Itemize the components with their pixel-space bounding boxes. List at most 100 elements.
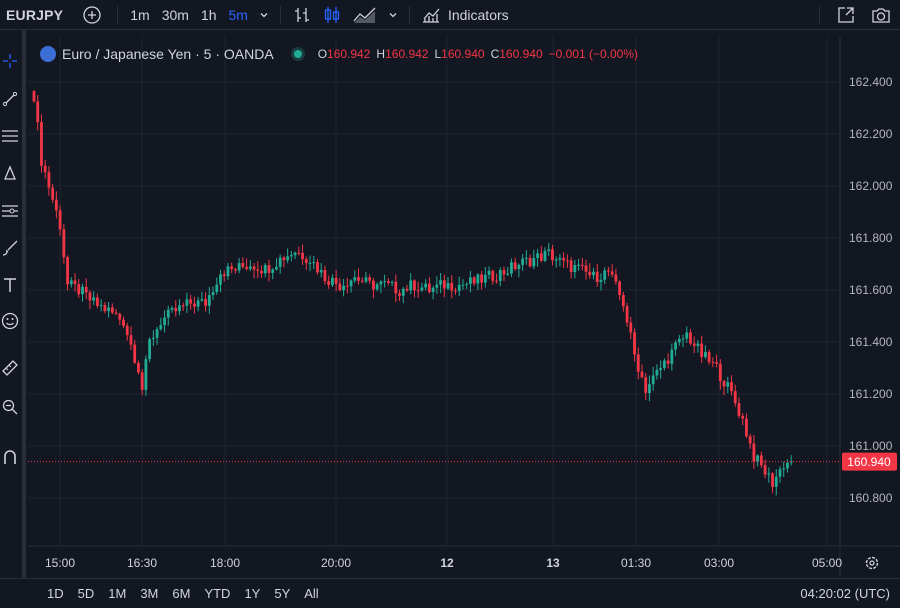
ruler-icon[interactable] — [0, 357, 20, 379]
camera-icon[interactable] — [866, 5, 900, 25]
candle-body — [752, 443, 756, 462]
candle-body — [483, 274, 487, 283]
range-1m[interactable]: 1M — [108, 586, 127, 601]
candle-body — [700, 343, 704, 358]
candle-body — [457, 284, 461, 291]
candle-body — [651, 375, 655, 385]
open-value: 160.942 — [327, 47, 371, 61]
ohlc-values: O160.942 H160.942 L160.940 C160.940 −0.0… — [318, 47, 638, 61]
candle — [640, 364, 644, 379]
candle-body — [633, 332, 636, 355]
candle-body — [137, 362, 140, 373]
candle-body — [379, 281, 383, 285]
candle — [107, 302, 110, 318]
candle-body — [219, 274, 222, 285]
x-tick-label: 12 — [440, 556, 454, 570]
candle — [666, 353, 670, 369]
candle-body — [648, 384, 651, 393]
crosshair-icon[interactable] — [0, 50, 20, 72]
candle-body — [88, 292, 92, 301]
emoji-icon[interactable] — [0, 310, 20, 332]
candle — [96, 293, 99, 309]
candle — [416, 281, 420, 298]
candle — [700, 335, 704, 363]
y-tick-label: 161.800 — [849, 231, 893, 245]
range-5d[interactable]: 5D — [77, 586, 95, 601]
interval-dropdown-icon[interactable] — [254, 10, 274, 20]
candle-body — [487, 270, 491, 275]
brush-icon[interactable] — [0, 237, 20, 259]
candle — [81, 283, 84, 302]
range-6m[interactable]: 6M — [172, 586, 191, 601]
candle-body — [689, 332, 692, 344]
candle-body — [200, 299, 204, 301]
candle-body — [163, 317, 166, 326]
market-status-icon — [293, 50, 302, 58]
candle — [543, 247, 547, 263]
chart-style-dropdown-icon[interactable] — [383, 10, 403, 20]
candle-body — [603, 270, 607, 280]
trend-line-icon[interactable] — [0, 88, 20, 110]
candle — [547, 242, 551, 256]
candle — [379, 279, 383, 294]
bars-style-icon[interactable] — [287, 5, 317, 25]
fib-retracement-icon[interactable] — [0, 125, 20, 147]
candle-body — [763, 465, 767, 475]
indicators-button[interactable]: Indicators — [447, 6, 509, 23]
candle-body — [782, 468, 786, 470]
candle-body — [439, 280, 442, 285]
zoom-icon[interactable] — [0, 396, 20, 418]
range-3m[interactable]: 3M — [140, 586, 159, 601]
candle-body — [256, 269, 260, 271]
candle — [286, 248, 290, 264]
chart-settings-icon[interactable] — [865, 556, 879, 570]
candle — [457, 276, 461, 297]
interval-1h[interactable]: 1h — [200, 6, 217, 23]
interval-30m[interactable]: 30m — [161, 6, 189, 23]
candle — [398, 289, 401, 302]
text-tool-icon[interactable] — [0, 274, 20, 296]
indicators-icon[interactable] — [416, 5, 446, 25]
range-1d[interactable]: 1D — [47, 586, 64, 601]
symbol-search[interactable]: EURJPY — [6, 6, 64, 23]
candle-body — [704, 352, 707, 358]
candle — [252, 263, 256, 279]
candle — [599, 273, 603, 291]
area-style-icon[interactable] — [347, 5, 383, 25]
fullscreen-icon[interactable] — [826, 5, 866, 25]
candle-body — [614, 274, 618, 282]
candle — [345, 277, 349, 294]
interval-1m[interactable]: 1m — [130, 6, 150, 23]
candle — [211, 286, 215, 300]
candle — [159, 317, 163, 331]
high-value: 160.942 — [385, 47, 429, 61]
candle — [420, 282, 424, 292]
close-value: 160.940 — [499, 47, 543, 61]
range-all[interactable]: All — [304, 586, 319, 601]
candle — [752, 435, 756, 470]
candle — [342, 279, 345, 297]
candle — [92, 291, 96, 305]
candle — [737, 397, 741, 419]
forecast-tools-icon[interactable] — [0, 200, 20, 222]
candle-body — [390, 281, 394, 283]
candle — [349, 279, 353, 293]
candle — [323, 265, 327, 285]
range-5y[interactable]: 5Y — [274, 586, 291, 601]
candle-body — [286, 256, 290, 261]
range-ytd[interactable]: YTD — [204, 586, 231, 601]
interval-5m[interactable]: 5m — [228, 6, 248, 23]
candle — [629, 316, 633, 340]
candle — [748, 433, 752, 449]
candle-body — [66, 257, 69, 285]
candle-body — [495, 280, 498, 282]
utc-clock[interactable]: 04:20:02 (UTC) — [800, 586, 890, 601]
candles-style-icon[interactable] — [317, 5, 347, 25]
candle-body — [181, 305, 185, 307]
magnet-icon[interactable] — [0, 446, 20, 468]
candle — [446, 276, 450, 291]
patterns-icon[interactable] — [0, 162, 20, 184]
compare-add-icon[interactable] — [77, 5, 107, 25]
range-1y[interactable]: 1Y — [244, 586, 261, 601]
